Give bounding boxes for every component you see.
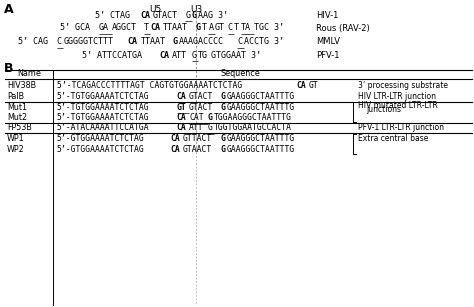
Text: T: T (144, 24, 149, 33)
Text: WP1: WP1 (7, 134, 25, 143)
Text: AAAGACCCC: AAAGACCCC (179, 37, 224, 46)
Text: GA: GA (99, 24, 109, 33)
Text: CA: CA (159, 50, 169, 60)
Text: 5’-TGTGGAAAATCTCTAG: 5’-TGTGGAAAATCTCTAG (57, 103, 150, 111)
Text: PFV-1: PFV-1 (316, 50, 339, 60)
Text: 5’-ATACAAAATTCCATGA: 5’-ATACAAAATTCCATGA (57, 123, 150, 133)
Text: Mut1: Mut1 (7, 103, 27, 111)
Text: G: G (185, 10, 191, 20)
Text: A: A (4, 3, 14, 16)
Text: junctions: junctions (366, 106, 401, 115)
Text: 5’ CAG: 5’ CAG (18, 37, 48, 46)
Text: G: G (220, 134, 226, 143)
Text: CA: CA (176, 113, 186, 122)
Text: CA: CA (140, 10, 150, 20)
Text: G: G (173, 37, 178, 46)
Text: GAAGGGCTAATTTG: GAAGGGCTAATTTG (227, 145, 295, 154)
Text: B: B (4, 62, 13, 75)
Text: HIV LTR-LTR junction: HIV LTR-LTR junction (358, 92, 436, 101)
Text: TGGAAGGGCTAATTTG: TGGAAGGGCTAATTTG (214, 113, 292, 122)
Text: 5’ GCA: 5’ GCA (60, 24, 90, 33)
Text: 5’-GTGGAAAATCTCTAG: 5’-GTGGAAAATCTCTAG (57, 134, 145, 143)
Text: PFV-1 LTR-LTR junction: PFV-1 LTR-LTR junction (358, 123, 444, 133)
Text: GT: GT (176, 103, 186, 111)
Text: FP53B: FP53B (7, 123, 32, 133)
Text: CA: CA (170, 134, 180, 143)
Text: GTTACT: GTTACT (183, 134, 212, 143)
Text: CA: CA (170, 145, 180, 154)
Text: WP2: WP2 (7, 145, 25, 154)
Text: 5’-TGTGGAAAATCTCTAG: 5’-TGTGGAAAATCTCTAG (57, 92, 150, 101)
Text: G: G (191, 50, 197, 60)
Text: G: G (220, 92, 226, 101)
Text: C: C (57, 37, 62, 46)
Text: Rous (RAV-2): Rous (RAV-2) (316, 24, 370, 33)
Text: 5’ ATTCCATGA: 5’ ATTCCATGA (82, 50, 142, 60)
Text: G: G (195, 24, 201, 33)
Text: T: T (234, 24, 239, 33)
Text: CA: CA (296, 81, 306, 91)
Text: T: T (202, 24, 207, 33)
Text: U3: U3 (190, 5, 202, 14)
Text: U5: U5 (149, 5, 161, 14)
Text: G: G (220, 145, 226, 154)
Text: 5’ CTAG: 5’ CTAG (95, 10, 130, 20)
Text: GT: GT (215, 24, 225, 33)
Text: AAG 3’: AAG 3’ (198, 10, 228, 20)
Text: ATT: ATT (189, 123, 204, 133)
Text: HIV mutated LTR-LTR: HIV mutated LTR-LTR (358, 100, 438, 110)
Text: GTGGAAT 3’: GTGGAAT 3’ (211, 50, 261, 60)
Text: GTACT: GTACT (153, 10, 178, 20)
Text: 3’ processing substrate: 3’ processing substrate (358, 81, 448, 91)
Text: TGC 3’: TGC 3’ (254, 24, 283, 33)
Text: Name: Name (17, 69, 41, 79)
Text: GTACT: GTACT (189, 92, 213, 101)
Text: GAAGGGCTAATTTG: GAAGGGCTAATTTG (227, 92, 295, 101)
Text: Sequence: Sequence (220, 69, 260, 79)
Text: TTAAT: TTAAT (163, 24, 188, 33)
Text: GAAGGGCTAATTTG: GAAGGGCTAATTTG (227, 103, 295, 111)
Text: G: G (192, 10, 197, 20)
Text: G: G (208, 123, 213, 133)
Text: GTACT: GTACT (189, 103, 213, 111)
Text: C: C (237, 37, 242, 46)
Text: 5’-TCAGACCCTTTTAGT CAGTGTGGAAAATCTCTAG: 5’-TCAGACCCTTTTAGT CAGTGTGGAAAATCTCTAG (57, 81, 242, 91)
Text: TG: TG (198, 50, 208, 60)
Text: CA: CA (128, 37, 137, 46)
Text: AGGCT: AGGCT (111, 24, 137, 33)
Text: GGGGGTCTTT: GGGGGTCTTT (63, 37, 113, 46)
Text: CA: CA (176, 123, 186, 133)
Text: Extra central base: Extra central base (358, 134, 428, 143)
Text: 5’-TGTGGAAAATCTCTAG: 5’-TGTGGAAAATCTCTAG (57, 113, 150, 122)
Text: CAT: CAT (189, 113, 204, 122)
Text: ATT: ATT (173, 50, 187, 60)
Text: TTAAT: TTAAT (141, 37, 165, 46)
Text: Mut2: Mut2 (7, 113, 27, 122)
Text: ACCTG 3’: ACCTG 3’ (244, 37, 284, 46)
Text: HIV38B: HIV38B (7, 81, 36, 91)
Text: GT: GT (309, 81, 319, 91)
Text: GTAACT: GTAACT (183, 145, 212, 154)
Text: TA: TA (241, 24, 251, 33)
Text: A: A (209, 24, 213, 33)
Text: CA: CA (176, 92, 186, 101)
Text: G: G (220, 103, 226, 111)
Text: HIV-1: HIV-1 (316, 10, 338, 20)
Text: MMLV: MMLV (316, 37, 340, 46)
Text: 5’-GTGGAAAATCTCTAG: 5’-GTGGAAAATCTCTAG (57, 145, 145, 154)
Text: TGGTGGAATGCCACTA: TGGTGGAATGCCACTA (214, 123, 292, 133)
Text: C: C (228, 24, 233, 33)
Text: G: G (208, 113, 213, 122)
Text: CA: CA (150, 24, 160, 33)
Text: PalB: PalB (7, 92, 24, 101)
Text: GAAGGGCTAATTTG: GAAGGGCTAATTTG (227, 134, 295, 143)
